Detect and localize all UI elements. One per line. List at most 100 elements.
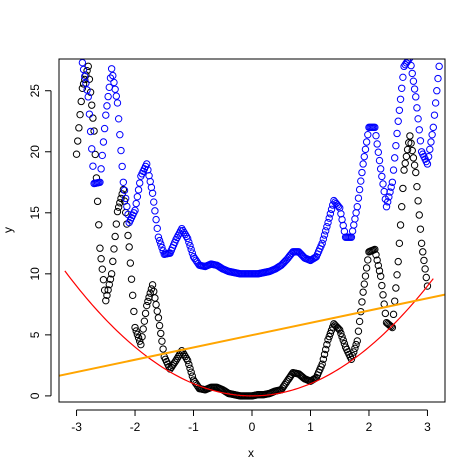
data-point [406, 132, 414, 140]
data-point [387, 322, 395, 331]
data-point [130, 307, 138, 316]
data-point [104, 286, 112, 294]
data-point [186, 242, 194, 250]
data-point [72, 150, 81, 158]
data-point [323, 340, 331, 349]
data-point [386, 188, 394, 196]
data-point [137, 340, 145, 349]
data-point [112, 220, 121, 228]
data-point [181, 230, 190, 239]
data-point [388, 178, 397, 186]
data-point [99, 138, 108, 146]
data-point [140, 317, 149, 325]
data-point [399, 73, 407, 82]
data-point [114, 115, 123, 123]
x-tick-label: 2 [366, 420, 373, 434]
data-point [89, 114, 97, 122]
data-point [353, 202, 361, 211]
data-point [185, 360, 193, 369]
data-point [350, 348, 358, 356]
data-point [147, 285, 156, 293]
data-point [419, 248, 427, 256]
data-point [415, 126, 423, 134]
data-point [154, 314, 163, 322]
data-point [402, 152, 411, 161]
data-point [146, 177, 154, 186]
data-point [109, 257, 117, 266]
data-point [364, 130, 372, 139]
data-point [351, 344, 359, 352]
data-point [102, 111, 110, 119]
data-point [401, 159, 409, 167]
data-point [353, 337, 361, 345]
data-point [429, 123, 438, 132]
data-point [375, 267, 384, 275]
data-point [110, 245, 118, 253]
data-point [109, 71, 117, 80]
data-point [389, 310, 398, 319]
data-point [423, 160, 432, 168]
data-point [157, 329, 165, 338]
data-point [110, 78, 118, 87]
data-point [148, 189, 157, 197]
data-point [359, 288, 367, 296]
data-point [372, 131, 380, 140]
data-point [118, 162, 126, 171]
data-point [407, 61, 415, 70]
data-point [413, 104, 421, 112]
data-point [107, 270, 116, 278]
data-point [138, 333, 146, 341]
data-point [373, 140, 381, 148]
x-tick-label: 3 [424, 420, 431, 434]
data-point [133, 192, 142, 201]
data-point [408, 69, 416, 78]
data-point [396, 95, 405, 103]
data-point [153, 307, 161, 315]
data-point [173, 354, 181, 363]
data-point [119, 185, 128, 194]
data-point [383, 198, 392, 206]
data-point [354, 194, 363, 202]
data-point [102, 296, 110, 305]
data-point [392, 141, 400, 150]
data-point [183, 234, 192, 243]
data-point [155, 321, 164, 330]
data-point [360, 280, 368, 288]
data-point [387, 183, 395, 191]
data-point [339, 336, 347, 344]
data-point [336, 326, 344, 334]
data-point [98, 151, 106, 160]
data-point [358, 298, 366, 306]
data-point [157, 240, 165, 248]
data-point [103, 102, 111, 110]
y-tick-label: 15 [28, 206, 42, 220]
data-point [147, 183, 156, 192]
data-point [139, 325, 147, 333]
data-point [95, 221, 103, 229]
data-point [386, 321, 394, 330]
data-point [399, 184, 407, 193]
data-point [152, 215, 160, 224]
data-point [88, 145, 96, 153]
data-point [153, 224, 161, 233]
data-point [158, 337, 166, 345]
data-point [134, 334, 143, 342]
data-point [337, 329, 345, 338]
data-point [181, 352, 190, 361]
data-point [79, 65, 88, 74]
data-point [407, 139, 415, 147]
data-point [150, 198, 158, 206]
data-point [180, 350, 188, 359]
data-point [376, 272, 385, 280]
data-point [375, 156, 384, 165]
data-point [76, 110, 84, 119]
y-tick-label: 20 [28, 145, 42, 159]
data-point [427, 138, 435, 146]
axes: -3 -2 -1 0 1 2 3 0 5 10 15 20 25 [28, 58, 446, 434]
data-point [409, 77, 418, 85]
data-point [187, 245, 195, 254]
data-point [183, 356, 192, 365]
data-point [96, 178, 104, 186]
data-point [376, 165, 385, 173]
data-point [358, 168, 366, 177]
